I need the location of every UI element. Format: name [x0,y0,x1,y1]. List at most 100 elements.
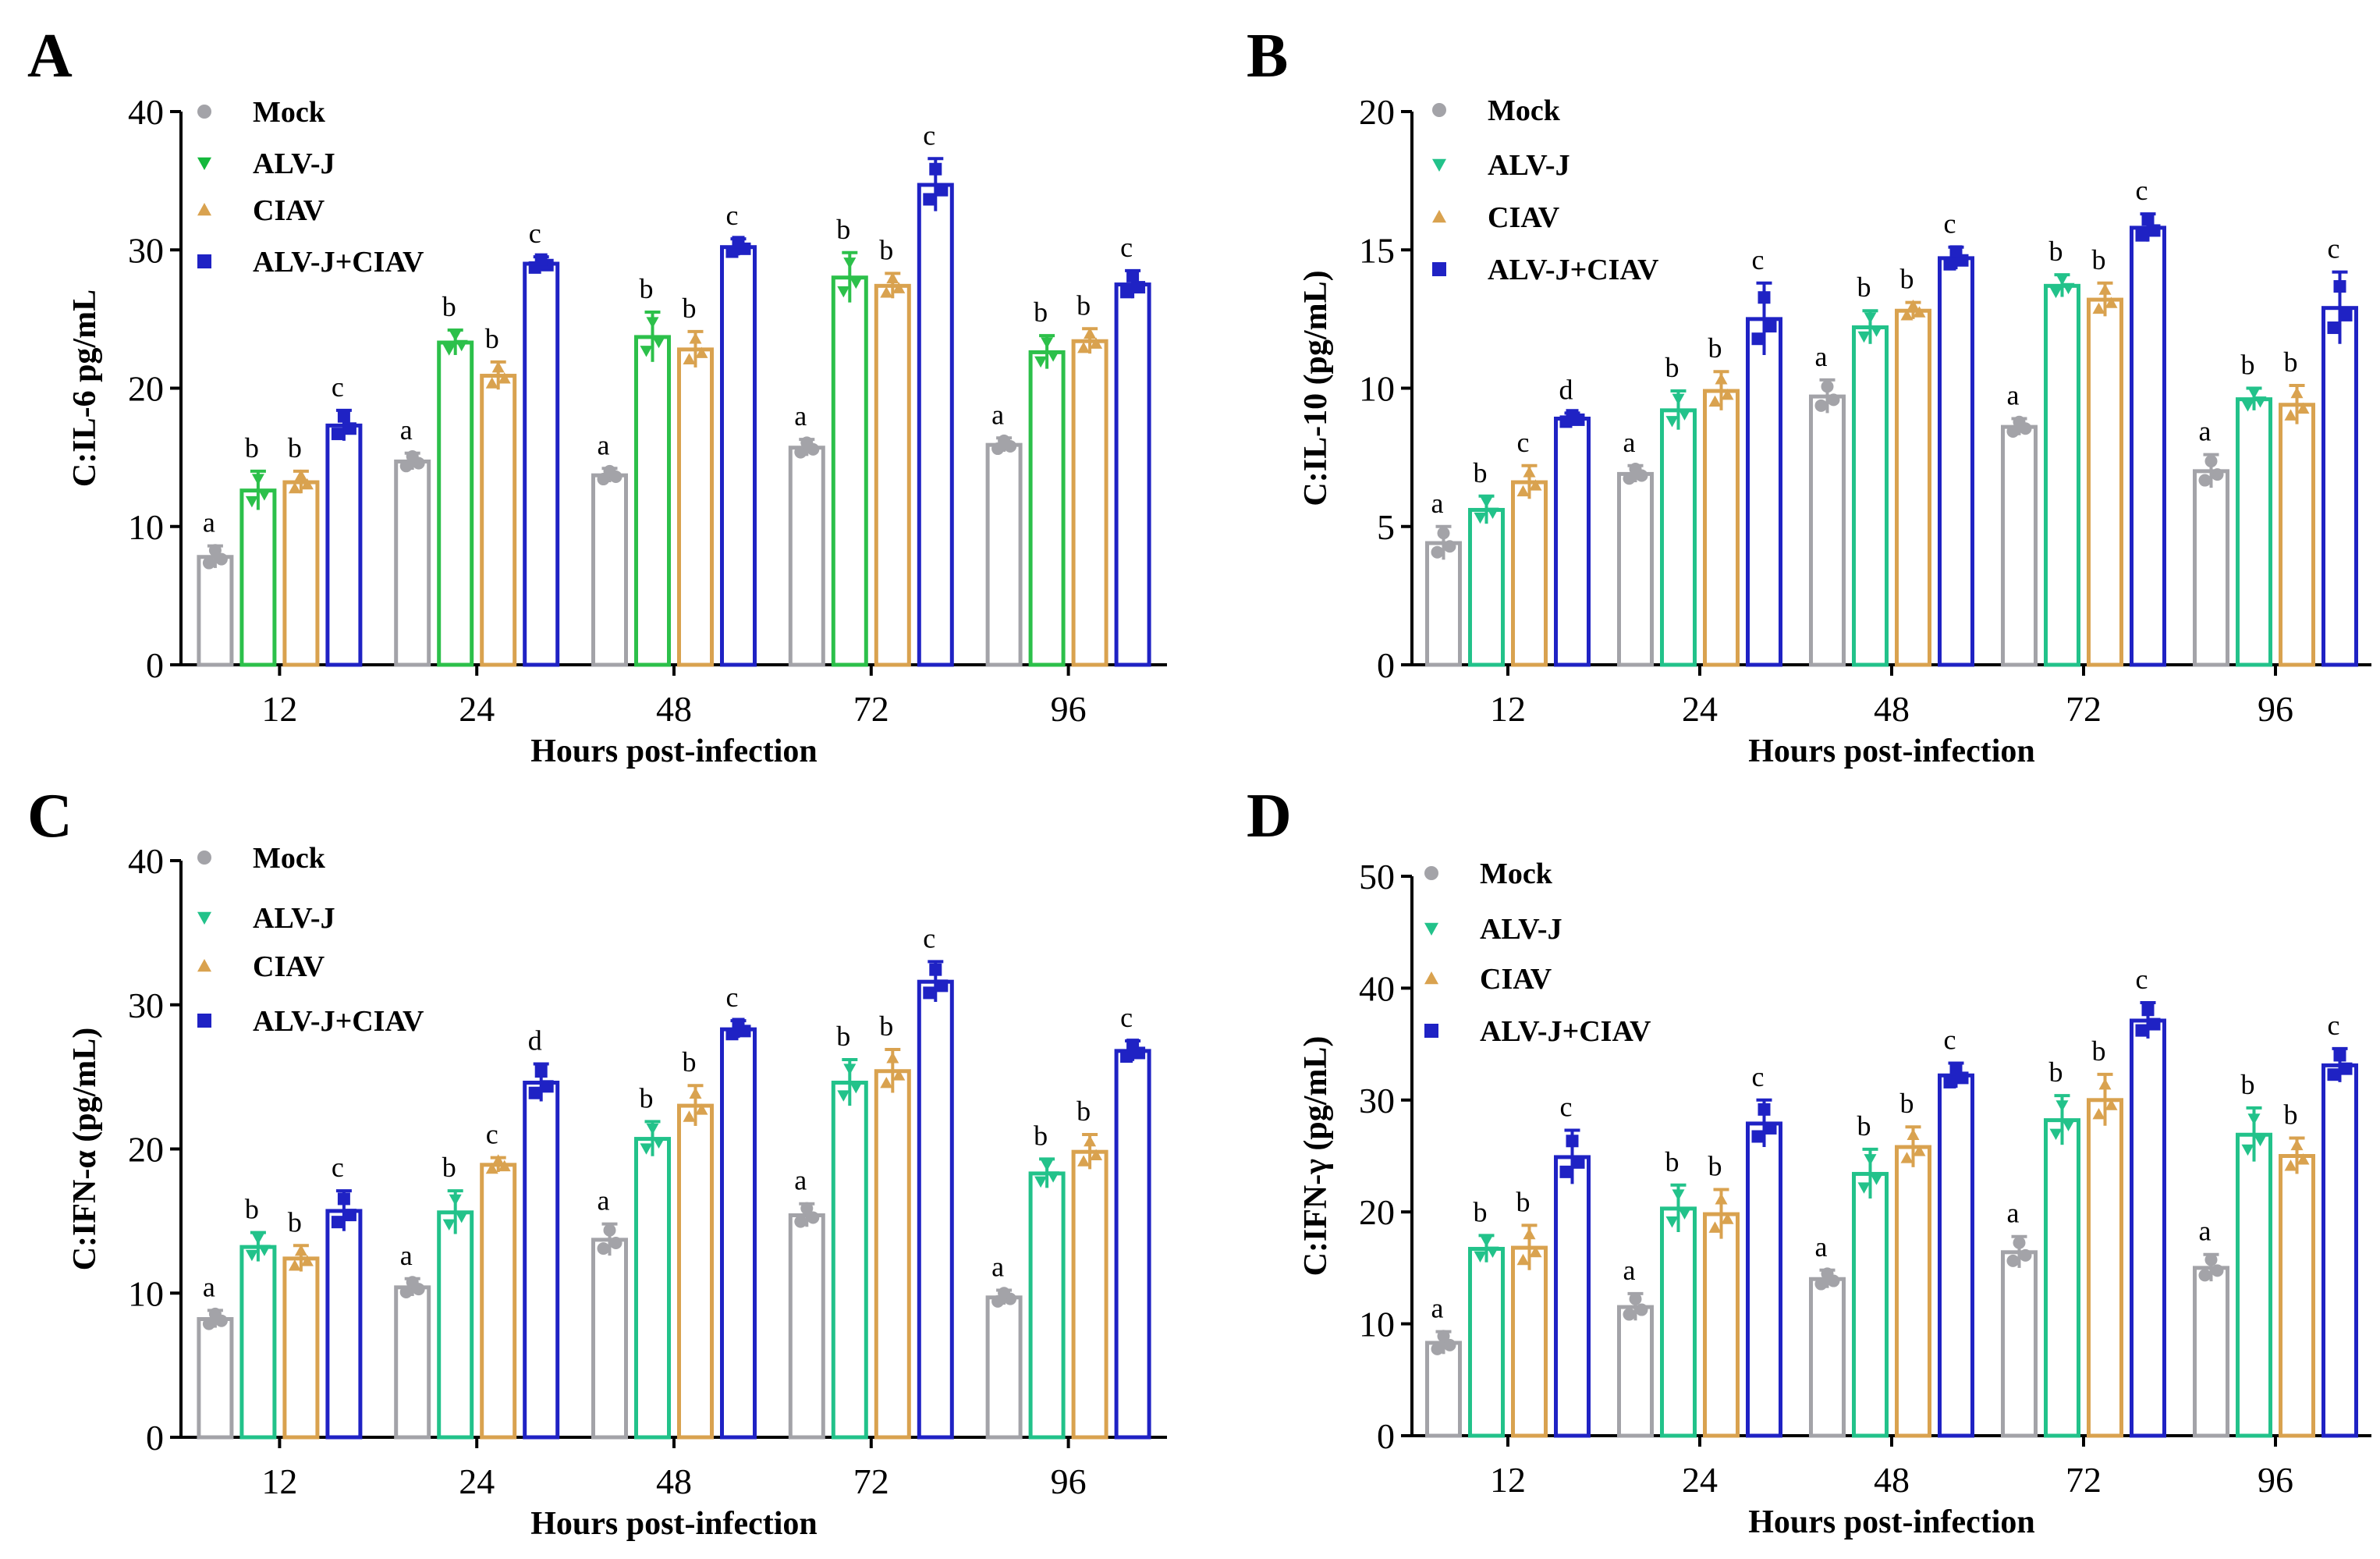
data-point [2297,402,2310,414]
significance-letter: b [640,273,654,304]
bar [325,423,363,667]
y-tick-label: 5 [1377,507,1395,547]
significance-letter: b [1708,332,1722,364]
bar [2044,1118,2080,1438]
data-point [2148,1017,2161,1031]
data-point [534,1065,548,1078]
data-point [1041,1159,1054,1171]
data-point [725,1028,739,1041]
data-point [288,1259,301,1271]
data-point [1126,269,1140,282]
legend-label: ALV-J+CIAV [1488,254,1659,286]
bar [634,335,671,667]
data-point [929,963,942,976]
data-point [923,193,936,206]
bar [985,1295,1023,1440]
data-point [732,1017,745,1031]
significance-letter: b [1034,297,1048,328]
x-axis-title: Hours post-infection [1748,1504,2035,1540]
panel-letter: B [1247,22,1288,91]
bar [2321,1063,2358,1438]
significance-letter: a [598,1185,610,1216]
data-point [455,1211,468,1223]
significance-letter: a [794,1165,807,1196]
significance-letter: b [288,432,302,463]
x-tick-label: 24 [1682,1460,1718,1500]
bar [282,1256,320,1440]
data-point [1665,416,1679,428]
data-point [1900,309,1914,321]
significance-letter: b [245,1194,259,1225]
data-point [2062,1120,2075,1131]
data-point [1126,1039,1140,1052]
data-point [2062,282,2075,295]
significance-letter: a [1623,427,1636,458]
legend-label: Mock [1488,94,1561,127]
data-point [1678,409,1691,421]
y-tick-label: 40 [128,92,164,132]
data-point [2204,455,2218,468]
data-point [337,1192,350,1206]
bar [1511,1245,1548,1438]
significance-letter: c [923,119,935,151]
bar [874,1069,911,1440]
data-point [646,317,659,328]
data-point [1672,393,1685,405]
legend-label: ALV-J [253,902,335,935]
bar [2001,424,2038,667]
legend-label: ALV-J [1480,913,1562,946]
data-point [800,436,814,449]
significance-letter: a [400,414,413,446]
data-point [294,1244,307,1256]
bar [1852,325,1889,667]
x-tick-label: 48 [656,689,692,729]
data-point [2006,1254,2020,1267]
bar [1617,471,1654,667]
data-point [534,253,548,266]
data-point [1084,1135,1097,1147]
data-point [935,979,949,993]
data-point [695,346,708,358]
data-point [1437,1330,1450,1343]
significance-letter: b [879,234,893,265]
significance-letter: c [2328,233,2340,265]
significance-letter: a [794,400,807,431]
data-point [843,1064,857,1075]
legend-label: CIAV [253,194,325,227]
data-point [498,372,511,384]
data-point [892,1069,906,1081]
data-point [597,1242,610,1255]
data-point [1758,1103,1771,1116]
bar [480,1163,517,1440]
legend-marker [197,851,211,865]
data-point [2092,302,2105,314]
data-point [609,1236,622,1249]
data-point [2339,1062,2353,1075]
legend-label: Mock [1480,858,1553,890]
x-tick-label: 72 [2066,689,2102,729]
data-point [1090,337,1103,349]
data-point [2211,1264,2224,1277]
data-point [880,286,893,298]
bar [2236,1132,2272,1438]
significance-letter: a [203,1271,215,1302]
bar [591,473,628,667]
data-point [1764,1121,1777,1135]
panel-letter: C [27,782,73,851]
y-tick-label: 0 [146,1418,164,1458]
significance-letter: b [1900,264,1914,295]
legend-label: CIAV [1480,963,1552,996]
legend-label: ALV-J [1488,149,1570,182]
legend-marker [1424,922,1438,936]
y-tick-label: 10 [1359,369,1395,409]
bar [1746,317,1782,667]
bar [1114,282,1151,667]
data-point [998,434,1011,447]
data-point [880,1076,893,1088]
data-point [1084,327,1097,339]
significance-letter: b [1708,1151,1722,1182]
data-point [1120,1049,1133,1063]
data-point [251,1233,264,1245]
data-point [1721,1213,1734,1224]
significance-letter: d [528,1025,542,1056]
